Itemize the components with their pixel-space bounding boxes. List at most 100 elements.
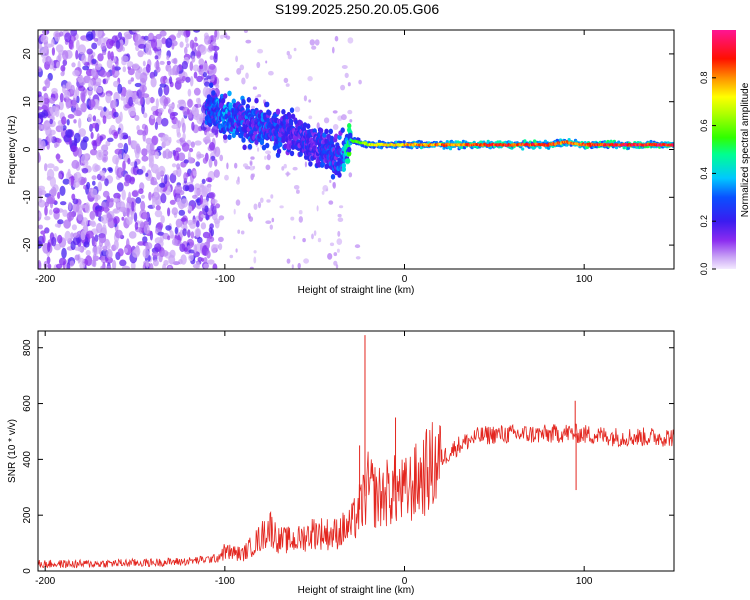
spectrogram-cell (199, 194, 204, 205)
x-tick-label: -100 (215, 576, 235, 587)
spectrogram-cell (347, 82, 351, 87)
spectrogram-cell (203, 257, 208, 264)
spectrogram-cell (38, 96, 45, 106)
spectrogram-cell (174, 226, 179, 235)
spectrogram-cell (297, 262, 301, 269)
spectrogram-cell (218, 243, 223, 251)
spectrogram-cell (169, 76, 173, 85)
spectrogram-cell (120, 95, 125, 101)
spectrogram-cell (96, 208, 102, 218)
spectrogram-cell (121, 265, 130, 269)
spectrogram-cell (567, 138, 571, 142)
spectrogram-cell (187, 98, 193, 109)
spectrogram-cell (207, 184, 212, 194)
spectrogram-cell (523, 139, 527, 143)
spectrogram-cell (78, 118, 82, 129)
spectrogram-cell (143, 112, 148, 119)
spectrogram-cell (94, 164, 101, 172)
spectrogram-cell (150, 114, 155, 120)
spectrogram-cell (187, 88, 192, 97)
spectrogram-cell (271, 217, 275, 223)
spectrogram-cell (145, 63, 151, 73)
spectrogram-cell (298, 216, 303, 223)
spectrogram-cell (106, 59, 113, 69)
spectrogram-cell (71, 62, 76, 68)
spectrogram-cell (157, 108, 164, 113)
spectrogram-cell (253, 203, 258, 210)
spectrogram-cell (79, 204, 86, 209)
spectrogram-cell (88, 99, 96, 108)
spectrogram-cell (218, 236, 224, 243)
spectrogram-cell (166, 55, 170, 61)
spectrogram-cell (95, 77, 102, 85)
spectrogram-cell (264, 155, 267, 160)
spectrogram-cell (165, 225, 172, 231)
spectrogram-cell (91, 122, 97, 129)
spectrogram-cell (267, 110, 272, 116)
spectrogram-cell (358, 79, 362, 85)
spectrogram-cell (304, 161, 307, 168)
spectrogram-cell (201, 186, 208, 197)
spectrogram-cell (140, 194, 145, 199)
spectrogram-cell (204, 81, 210, 87)
spectrogram-cell (191, 121, 195, 131)
spectrogram-cell (73, 109, 82, 117)
spectrogram-cell (145, 96, 151, 105)
spectrogram-cell (72, 70, 80, 77)
spectrogram-cell (292, 166, 298, 171)
spectrogram-cell (328, 128, 333, 135)
spectrogram-cell (96, 149, 104, 161)
spectrogram-cell (62, 178, 70, 185)
colorbar-tick-label: 0.0 (699, 263, 709, 276)
spectrogram-cell (57, 219, 64, 225)
spectrogram-cell (254, 139, 259, 145)
snr-y-label: SNR (10 * v/v) (7, 419, 18, 483)
spectrogram-cell (265, 101, 270, 108)
spectrogram-cell (239, 64, 245, 71)
spectrogram-cell (194, 140, 202, 146)
spectrogram-cell (132, 249, 140, 258)
spectrogram-cell (142, 212, 148, 220)
spectrogram-cell (160, 177, 164, 185)
spectrogram-cell (111, 64, 116, 75)
spectrogram-cell (196, 204, 202, 210)
spectrogram-cell (85, 255, 93, 267)
colorbar-tick-label: 0.6 (699, 119, 709, 132)
spectrogram-cell (94, 99, 100, 108)
spectrogram-cell (166, 60, 171, 65)
spectrogram-cell (198, 64, 204, 70)
spectrogram-cell (192, 194, 198, 199)
spectrogram-cell (281, 109, 286, 115)
spectrogram-cell (80, 91, 86, 102)
spectrogram-cell (209, 223, 214, 230)
spectrogram-cell (302, 238, 306, 243)
spectrogram-cell (106, 248, 113, 259)
spectrogram-cell (50, 186, 57, 197)
spectrogram-cell (160, 76, 167, 85)
spectrogram-cell (309, 39, 315, 46)
spectrogram-cell (90, 149, 98, 156)
spectrogram-cell (38, 152, 41, 163)
spectrogram-cell (212, 263, 218, 269)
spectrogram-cell (219, 154, 224, 162)
spectrogram-cell (152, 197, 156, 209)
spectrogram-cell (91, 68, 97, 77)
spectrogram-cell (117, 142, 124, 149)
spectrogram-cell (325, 188, 329, 192)
spectrogram-cell (185, 43, 190, 48)
spectrogram-cell (78, 85, 86, 92)
spectrogram-cell (102, 115, 107, 124)
spectrogram-cell (269, 224, 273, 230)
spectrogram-cell (214, 159, 218, 167)
x-tick-label: 100 (576, 274, 593, 285)
spectrogram-cell (38, 185, 46, 191)
spectrogram-cell (202, 157, 208, 164)
spectrogram-cell (59, 123, 64, 133)
spectrogram-cell (193, 71, 198, 79)
spectrogram-cell (86, 230, 94, 239)
spectrogram-cell (43, 260, 48, 269)
spectrogram-cell (163, 139, 171, 146)
spectrogram-cell (123, 142, 129, 154)
spectrogram-cell (192, 64, 200, 72)
spectrogram-cell (173, 150, 180, 161)
